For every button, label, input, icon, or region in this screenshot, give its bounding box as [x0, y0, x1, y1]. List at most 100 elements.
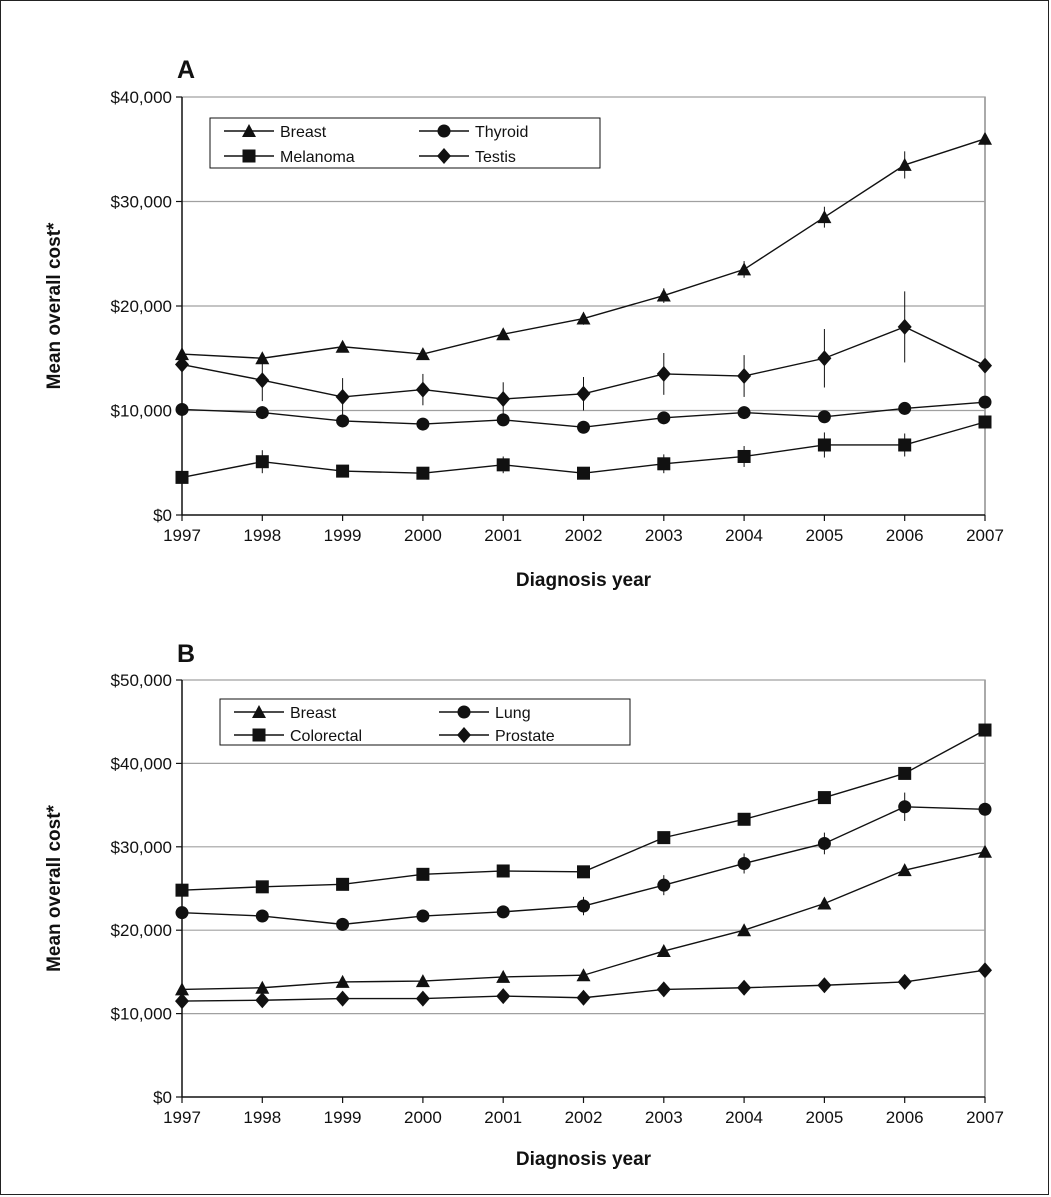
panel-a-testis-point — [978, 357, 992, 374]
panel-a-melanoma-point — [817, 438, 831, 452]
panel-b-legend-swatch-marker — [457, 705, 471, 719]
panel-b-colorectal-point — [657, 831, 671, 845]
panel-a-breast-point — [897, 157, 912, 171]
panel-a-breast-line — [181, 138, 986, 359]
panel-a-legend-box — [209, 117, 601, 169]
panel-a-y-tick-label: $10,000 — [111, 402, 172, 421]
panel-a-x-tick-label: 2000 — [404, 526, 442, 545]
panel-a-thyroid-point — [336, 414, 350, 428]
panel-a-melanoma-point — [898, 438, 912, 452]
panel-a-thyroid-point — [416, 417, 430, 431]
panel-b-prostate-point — [335, 990, 350, 1007]
panel-a-melanoma-point — [737, 449, 751, 463]
panel-a-thyroid-point — [657, 411, 671, 425]
panel-b-breast-point — [255, 980, 270, 994]
panel-a-testis-point — [496, 391, 511, 408]
panel-b-lung-point — [577, 899, 590, 913]
panel-b-chart: $0 $10,000 $20,000 $30,000 $40,000 $50,000 199… — [44, 640, 1004, 1170]
panel-b-colorectal-point — [496, 864, 510, 878]
panel-b-breast-point — [656, 944, 671, 958]
panel-a-breast-point — [255, 351, 270, 365]
panel-b-legend-label: Breast — [290, 705, 337, 722]
panel-a-label: A — [177, 56, 195, 84]
panel-b-colorectal-point — [416, 867, 430, 881]
panel-b-breast-point — [496, 969, 511, 983]
panel-a-thyroid-point — [175, 402, 189, 416]
panel-b-label: B — [177, 640, 195, 668]
panel-b-x-tick-label: 2006 — [886, 1108, 924, 1127]
panel-b-lung-point — [898, 800, 912, 814]
panel-a-breast-point — [817, 210, 832, 224]
panel-a-testis-point — [576, 385, 591, 402]
panel-b-prostate-point — [737, 979, 752, 996]
panel-b-prostate-series — [175, 962, 992, 1010]
panel-a-x-tick-label: 2007 — [966, 526, 1004, 545]
panel-a-legend-swatch-marker — [437, 124, 451, 138]
panel-b-colorectal-point — [978, 723, 992, 737]
panel-a-legend-swatch-marker — [242, 149, 256, 163]
panel-b-colorectal-point — [175, 883, 189, 897]
panel-b-prostate-point — [576, 989, 591, 1006]
panel-b-x-axis-title: Diagnosis year — [516, 1149, 652, 1170]
panel-b-legend: Breast Lung Colorectal Prostate — [219, 698, 631, 746]
panel-a-x-tick-label: 2001 — [484, 526, 522, 545]
panel-a-testis-point — [415, 381, 430, 398]
panel-b-colorectal-point — [336, 877, 350, 891]
panel-b-breast-point — [335, 974, 350, 988]
panel-b-colorectal-point — [255, 880, 269, 894]
panel-a-thyroid-point — [255, 406, 269, 420]
panel-a-y-tick-label: $0 — [153, 506, 172, 525]
panel-a-melanoma-point — [577, 466, 590, 480]
panel-b-legend-label: Lung — [495, 705, 531, 722]
panel-b-colorectal-point — [817, 791, 831, 805]
panel-a-x-tick-label: 2005 — [805, 526, 843, 545]
panel-a-melanoma-point — [496, 458, 510, 472]
panel-b-breast-point — [576, 968, 591, 982]
panel-a-thyroid-point — [898, 401, 912, 415]
panel-a-x-axis-title: Diagnosis year — [516, 570, 652, 591]
panel-a-breast-point — [576, 311, 591, 325]
panel-b-legend-swatch-marker — [457, 727, 471, 743]
panel-b-y-tick-label: $50,000 — [111, 671, 172, 690]
panel-b-x-tick-label: 2002 — [565, 1108, 603, 1127]
panel-a-testis-point — [737, 368, 752, 385]
panel-b-y-tick-label: $0 — [153, 1088, 172, 1107]
panel-a-testis-point — [255, 372, 270, 389]
panel-b-breast-point — [897, 863, 912, 877]
panel-b-y-axis-title: Mean overall cost* — [44, 804, 65, 971]
panel-a-legend-swatch-marker — [242, 124, 256, 137]
panel-b-lung-point — [817, 836, 831, 850]
panel-a-x-tick-label: 2002 — [565, 526, 603, 545]
panel-a-chart: $0 $10,000 $20,000 $30,000 $40,000 1997 1998 19… — [44, 56, 1004, 591]
panel-a-thyroid-point — [817, 410, 831, 424]
panel-b-prostate-point — [978, 962, 992, 979]
panel-a-x-tick-label: 1997 — [163, 526, 201, 545]
panel-a-thyroid-point — [577, 420, 590, 434]
panel-a-breast-point — [656, 288, 671, 302]
panel-b-y-tick-label: $20,000 — [111, 921, 172, 940]
panel-a-melanoma-point — [175, 470, 189, 484]
panel-a-x-tick-label: 2004 — [725, 526, 763, 545]
panel-b-prostate-point — [496, 988, 511, 1005]
panel-b-x-tick-label: 1997 — [163, 1108, 201, 1127]
panel-a-breast-point — [737, 262, 752, 276]
panel-a-legend-label: Melanoma — [280, 149, 355, 166]
panel-b-y-tick-label: $10,000 — [111, 1005, 172, 1024]
panel-b-lung-point — [255, 909, 269, 923]
panel-b-lung-point — [496, 905, 510, 919]
panel-a-thyroid-point — [496, 413, 510, 427]
panel-b-legend-swatch-marker — [252, 728, 266, 742]
panel-b-lung-series — [175, 792, 992, 931]
panel-a-y-tick-label: $20,000 — [111, 297, 172, 316]
panel-a-breast-point — [175, 347, 189, 361]
panel-b-breast-point — [737, 923, 752, 937]
panel-b-x-tick-label: 2005 — [805, 1108, 843, 1127]
panel-b-lung-point — [416, 909, 430, 923]
panel-a-melanoma-series — [175, 415, 992, 484]
panel-b-y-tick-label: $40,000 — [111, 754, 172, 773]
panel-a-y-tick-label: $30,000 — [111, 193, 172, 212]
panel-b-legend-swatch-marker — [252, 705, 266, 718]
panel-a-breast-series — [175, 131, 992, 365]
panel-a-x-tick-label: 1998 — [243, 526, 281, 545]
